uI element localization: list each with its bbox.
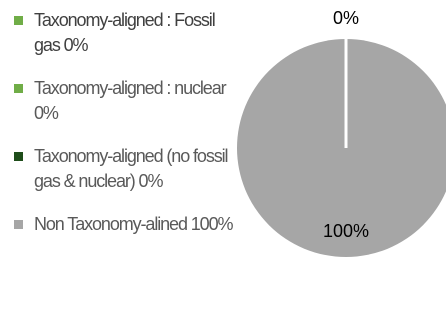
legend-swatch-non-taxonomy xyxy=(14,220,23,229)
legend-label-no-fossil-gas-nuclear: Taxonomy-aligned (no fossil gas & nuclea… xyxy=(34,146,229,191)
legend-item-fossil-gas: Taxonomy-aligned : Fossil gas 0% xyxy=(14,8,229,58)
pie-chart-area: 0% 100% xyxy=(230,0,446,329)
pie-slices xyxy=(237,39,446,257)
pie-chart: 0% 100% xyxy=(237,8,446,257)
data-label-zero: 0% xyxy=(333,8,359,28)
chart-legend: Taxonomy-aligned : Fossil gas 0% Taxonom… xyxy=(14,8,234,255)
pie-slice-3 xyxy=(237,39,446,257)
legend-label-nuclear: Taxonomy-aligned : nuclear 0% xyxy=(34,78,227,123)
legend-item-nuclear: Taxonomy-aligned : nuclear 0% xyxy=(14,76,229,126)
legend-item-no-fossil-gas-nuclear: Taxonomy-aligned (no fossil gas & nuclea… xyxy=(14,144,229,194)
legend-swatch-fossil-gas xyxy=(14,16,23,25)
legend-label-fossil-gas: Taxonomy-aligned : Fossil gas 0% xyxy=(34,10,216,55)
legend-label-non-taxonomy: Non Taxonomy-alined 100% xyxy=(34,214,234,234)
legend-item-non-taxonomy: Non Taxonomy-alined 100% xyxy=(14,212,234,237)
data-label-hundred: 100% xyxy=(323,221,369,241)
legend-swatch-no-fossil-gas-nuclear xyxy=(14,152,23,161)
legend-swatch-nuclear xyxy=(14,84,23,93)
